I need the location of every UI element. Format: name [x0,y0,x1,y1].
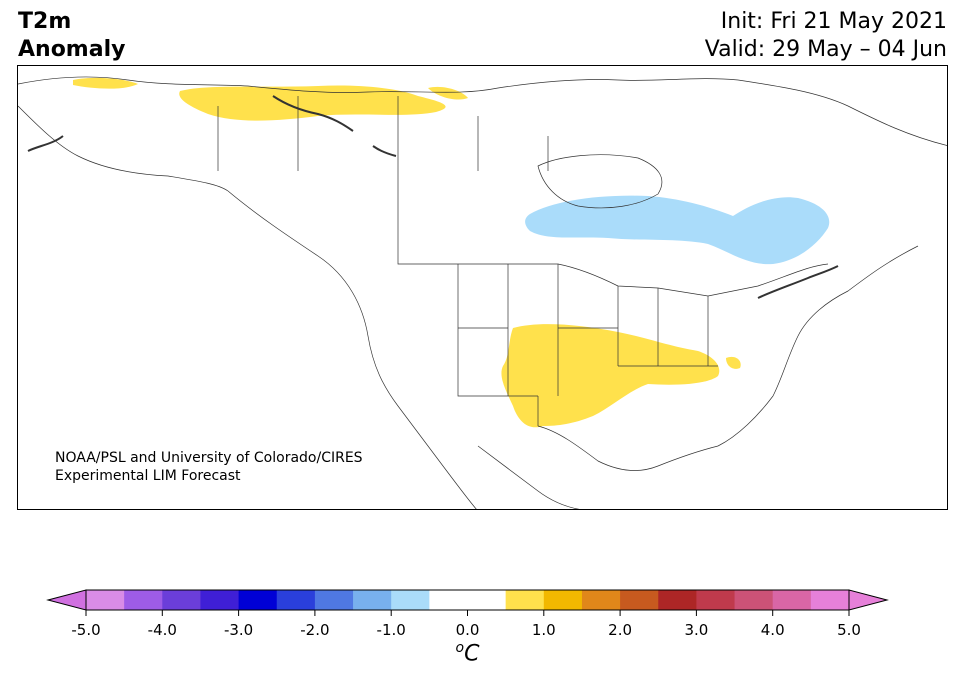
canada-provinces [217,96,549,171]
colorbar-segment [658,590,697,610]
colorbar-tick-label: 1.0 [532,621,556,639]
atlantic-coast [717,245,919,447]
colorbar-tick-label: 4.0 [761,621,785,639]
colorbar-segment [276,590,316,610]
colorbar-segment [467,590,507,610]
state-lines-west [457,264,538,397]
colorbar-segment [810,590,850,610]
title-line-1: T2m [18,9,72,34]
title-line-2: Anomaly [18,37,126,62]
credit-line-1: NOAA/PSL and University of Colorado/CIRE… [55,450,363,466]
colorbar: -5.0 -4.0 -3.0 -2.0 -1.0 0.0 1.0 2.0 3.0 4.0 5.0 [46,589,889,639]
colorbar-tick-label: -5.0 [71,621,100,639]
colorbar-tick-label: -1.0 [377,621,406,639]
colorbar-tick-label: 2.0 [608,621,632,639]
warm-anomaly-alaska-west [73,77,138,89]
unit-symbol: C [464,641,480,667]
hudson-bay [537,154,663,209]
cool-anomalies [525,195,830,265]
colorbar-unit-label: oC [0,640,935,666]
colorbar-tick-label: -4.0 [148,621,177,639]
colorbar-tick-label: 3.0 [684,621,708,639]
init-date: Init: Fri 21 May 2021 [720,9,947,34]
rivers-lakes [27,95,839,299]
colorbar-segment [353,590,392,610]
colorbar-tick-label: 0.0 [456,621,480,639]
us-canada-border [397,171,829,297]
colorbar-segment [86,590,125,610]
map-svg [18,76,947,509]
colorbar-segment [696,590,736,610]
credit-line-2: Experimental LIM Forecast [55,468,241,484]
colorbar-segment [620,590,659,610]
colorbar-under-arrow [46,589,87,611]
river-mackenzie [372,145,397,157]
warm-anomalies [73,77,741,428]
colorbar-segment [734,590,774,610]
warm-anomaly-nunavut [428,86,468,100]
colorbar-tick-label: -2.0 [300,621,329,639]
state-lines-central [537,264,619,426]
river-yukon [272,95,354,132]
colorbar-segment [200,590,240,610]
colorbar-segment [391,590,430,610]
colorbar-segment [238,590,278,610]
warm-anomaly-carolinas [726,356,741,369]
colorbar-segment [505,590,545,610]
colorbar-over-arrow [848,589,889,611]
colorbar-tick-label: 5.0 [837,621,861,639]
warm-anomaly-central-us [501,324,720,428]
state-lines-east [618,288,718,367]
colorbar-segment [581,590,621,610]
coastline-alaska [18,105,229,192]
coastline-north [18,76,947,146]
valid-range: Valid: 29 May – 04 Jun [704,37,947,62]
colorbar-ticks: -5.0 -4.0 -3.0 -2.0 -1.0 0.0 1.0 2.0 3.0 4.0 5.0 [71,610,861,639]
colorbar-segment [429,590,468,610]
colorbar-segment [772,590,812,610]
river-alaska [27,135,64,152]
warm-anomaly-yukon-nwt [179,85,446,121]
map-title: T2m Anomaly [18,8,125,64]
colorbar-segment [162,590,201,610]
mexico-coast [477,445,580,509]
pacific-coast [227,190,477,509]
colorbar-segment [543,590,583,610]
cool-anomaly-ontario-quebec [525,195,830,265]
forecast-dates: Init: Fri 21 May 2021 Valid: 29 May – 04… [705,8,947,64]
colorbar-segments [86,590,850,610]
colorbar-segment [314,590,354,610]
borders [18,76,947,509]
unit-prefix: o [455,640,465,656]
credit-text: NOAA/PSL and University of Colorado/CIRE… [55,449,363,485]
gulf-coast [537,425,719,471]
colorbar-segment [124,590,163,610]
river-st-lawrence [757,265,839,299]
map-panel [17,65,948,510]
colorbar-tick-label: -3.0 [224,621,253,639]
